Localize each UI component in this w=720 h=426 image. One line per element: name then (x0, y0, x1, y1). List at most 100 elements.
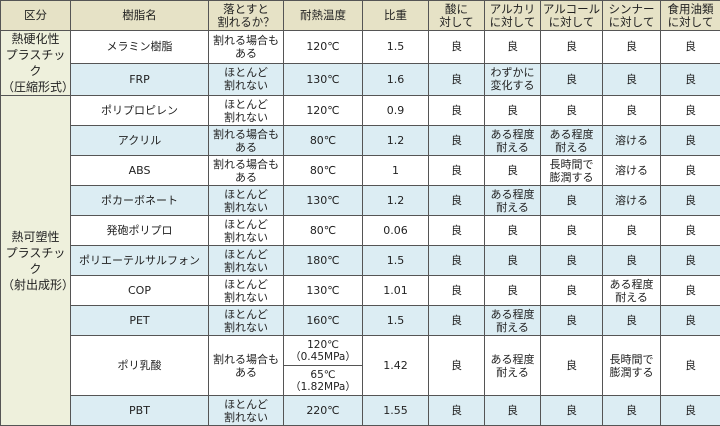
cell-alcohol: 良 (541, 396, 603, 426)
cell-acid: 良 (429, 276, 485, 306)
cell-acid: 良 (429, 156, 485, 186)
cell-acid: 良 (429, 306, 485, 336)
header-alkali: アルカリ に対して (485, 1, 541, 31)
cell-alkali: 良 (485, 276, 541, 306)
cell-resin-name: ポカーボネート (71, 186, 209, 216)
category-cell: 熱硬化性 プラスチック （圧縮形式） (1, 31, 71, 96)
cell-specific-gravity: 0.9 (363, 96, 429, 126)
header-row: 区分樹脂名落とすと 割れるか？耐熱温度比重酸に 対してアルカリ に対してアルコー… (1, 1, 720, 31)
cell-alkali: 良 (485, 96, 541, 126)
cell-alkali: ある程度 耐える (485, 336, 541, 396)
cell-acid: 良 (429, 246, 485, 276)
cell-thinner: ある程度 耐える (603, 276, 661, 306)
cell-edible-oil: 良 (661, 63, 720, 96)
header-heat-resistance: 耐熱温度 (284, 1, 363, 31)
cell-heat-resistance: 160℃ (284, 306, 363, 336)
cell-alcohol: 良 (541, 186, 603, 216)
header-alcohol: アルコール に対して (541, 1, 603, 31)
cell-alkali: 良 (485, 396, 541, 426)
header-category: 区分 (1, 1, 71, 31)
cell-thinner: 溶ける (603, 126, 661, 156)
cell-alcohol: 良 (541, 336, 603, 396)
header-specific-gravity: 比重 (363, 1, 429, 31)
cell-alcohol: 長時間で 膨潤する (541, 156, 603, 186)
cell-thinner: 溶ける (603, 186, 661, 216)
cell-alcohol: 良 (541, 246, 603, 276)
cell-heat-resistance-alt: 65℃ （1.82MPa） (284, 366, 363, 396)
cell-specific-gravity: 1.5 (363, 246, 429, 276)
cell-heat-resistance: 120℃ (284, 31, 363, 64)
cell-edible-oil: 良 (661, 96, 720, 126)
cell-specific-gravity: 1 (363, 156, 429, 186)
cell-heat-resistance: 130℃ (284, 276, 363, 306)
cell-resin-name: ポリ乳酸 (71, 336, 209, 396)
cell-acid: 良 (429, 126, 485, 156)
cell-acid: 良 (429, 396, 485, 426)
cell-acid: 良 (429, 216, 485, 246)
cell-heat-resistance: 130℃ (284, 186, 363, 216)
cell-drop-break: ほとんど 割れない (209, 186, 284, 216)
cell-alkali: 良 (485, 246, 541, 276)
cell-thinner: 良 (603, 396, 661, 426)
cell-alkali: 良 (485, 31, 541, 64)
cell-edible-oil: 良 (661, 246, 720, 276)
cell-edible-oil: 良 (661, 216, 720, 246)
cell-edible-oil: 良 (661, 306, 720, 336)
cell-alkali: わずかに 変化する (485, 63, 541, 96)
cell-alcohol: 良 (541, 96, 603, 126)
cell-thinner: 溶ける (603, 156, 661, 186)
cell-drop-break: 割れる場合も ある (209, 156, 284, 186)
cell-drop-break: 割れる場合も ある (209, 126, 284, 156)
cell-specific-gravity: 1.55 (363, 396, 429, 426)
cell-heat-resistance: 130℃ (284, 63, 363, 96)
cell-edible-oil: 良 (661, 126, 720, 156)
cell-drop-break: ほとんど 割れない (209, 276, 284, 306)
cell-alcohol: 良 (541, 276, 603, 306)
cell-thinner: 良 (603, 96, 661, 126)
cell-edible-oil: 良 (661, 156, 720, 186)
cell-drop-break: ほとんど 割れない (209, 63, 284, 96)
cell-acid: 良 (429, 96, 485, 126)
cell-resin-name: メラミン樹脂 (71, 31, 209, 64)
cell-alkali: 良 (485, 216, 541, 246)
cell-acid: 良 (429, 336, 485, 396)
cell-specific-gravity: 1.2 (363, 186, 429, 216)
cell-drop-break: ほとんど 割れない (209, 96, 284, 126)
cell-acid: 良 (429, 31, 485, 64)
cell-drop-break: ほとんど 割れない (209, 246, 284, 276)
cell-resin-name: ポリエーテルサルフォン (71, 246, 209, 276)
cell-resin-name: COP (71, 276, 209, 306)
cell-alcohol: 良 (541, 306, 603, 336)
cell-alcohol: 良 (541, 216, 603, 246)
cell-specific-gravity: 1.5 (363, 306, 429, 336)
cell-heat-resistance: 120℃ (284, 96, 363, 126)
cell-edible-oil: 良 (661, 396, 720, 426)
cell-specific-gravity: 1.2 (363, 126, 429, 156)
cell-thinner: 良 (603, 31, 661, 64)
cell-heat-resistance: 80℃ (284, 216, 363, 246)
cell-resin-name: 発砲ポリプロ (71, 216, 209, 246)
cell-thinner: 良 (603, 306, 661, 336)
cell-edible-oil: 良 (661, 31, 720, 64)
category-cell: 熱可塑性 プラスチック （射出成形） (1, 96, 71, 426)
header-thinner: シンナー に対して (603, 1, 661, 31)
cell-heat-resistance: 80℃ (284, 156, 363, 186)
cell-specific-gravity: 1.6 (363, 63, 429, 96)
cell-edible-oil: 良 (661, 336, 720, 396)
cell-heat-resistance: 80℃ (284, 126, 363, 156)
cell-alkali: 良 (485, 156, 541, 186)
cell-alcohol: ある程度 耐える (541, 126, 603, 156)
cell-alkali: ある程度 耐える (485, 306, 541, 336)
header-resin-name: 樹脂名 (71, 1, 209, 31)
header-drop-break: 落とすと 割れるか？ (209, 1, 284, 31)
cell-resin-name: アクリル (71, 126, 209, 156)
